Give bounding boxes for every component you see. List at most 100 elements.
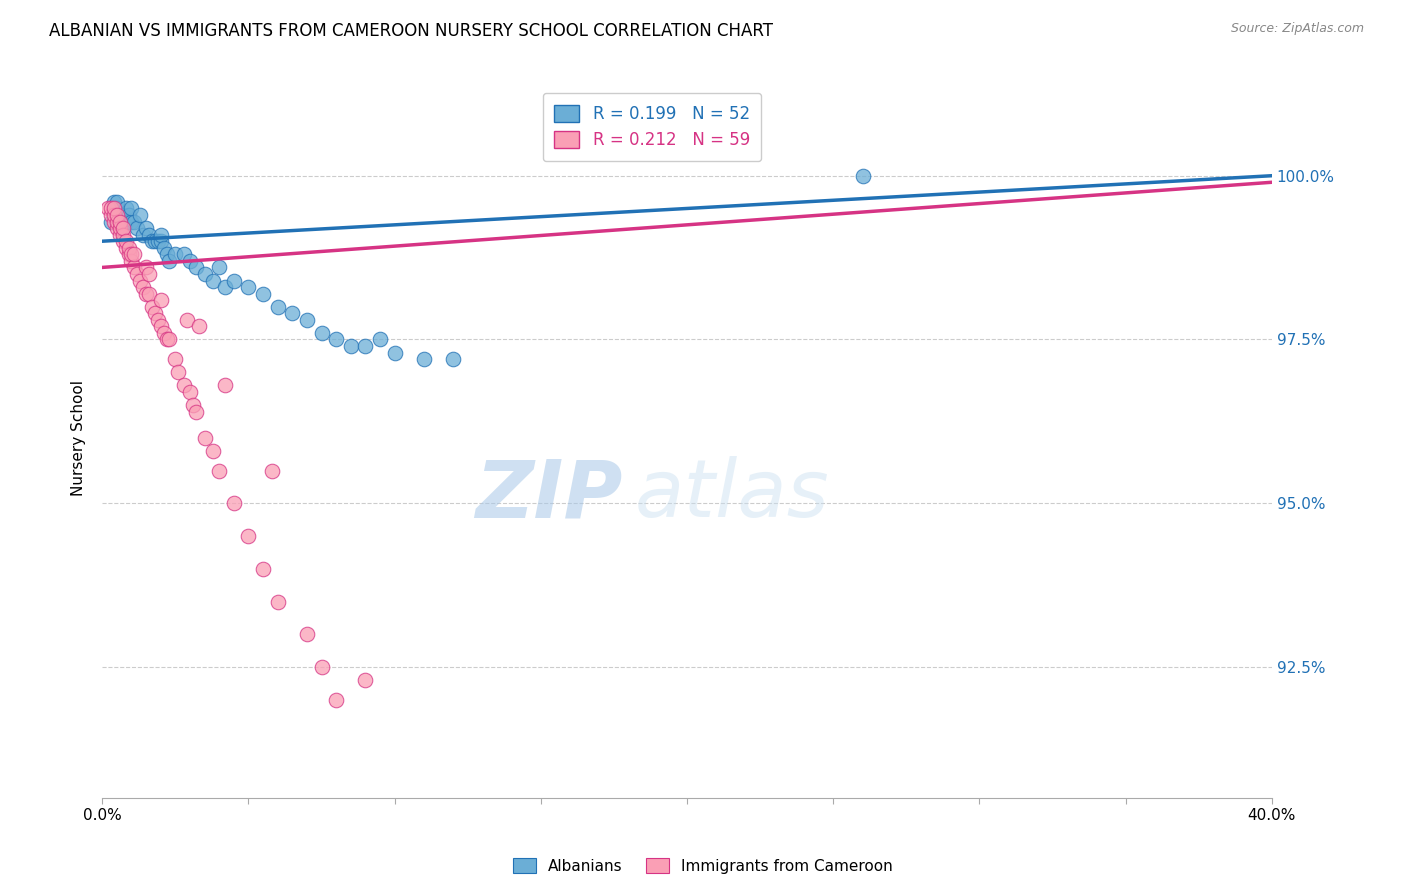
Point [100, 214, 122, 228]
Point [181, 398, 204, 412]
Point [311, 660, 333, 674]
Point [103, 194, 125, 209]
Legend: Albanians, Immigrants from Cameroon: Albanians, Immigrants from Cameroon [508, 852, 898, 880]
Point [155, 333, 177, 347]
Point [214, 280, 236, 294]
Point [111, 234, 134, 248]
Point [146, 234, 169, 248]
Point [103, 202, 125, 216]
Point [105, 202, 128, 216]
Point [108, 214, 131, 228]
Point [100, 202, 122, 216]
Point [108, 208, 131, 222]
Point [114, 234, 136, 248]
Point [105, 208, 128, 222]
Y-axis label: Nursery School: Nursery School [72, 380, 86, 496]
Point [208, 463, 231, 477]
Point [179, 253, 201, 268]
Point [354, 673, 377, 687]
Point [159, 333, 181, 347]
Point [208, 260, 231, 275]
Point [167, 365, 190, 379]
Point [132, 280, 155, 294]
Point [108, 214, 131, 228]
Point [143, 306, 166, 320]
Point [111, 227, 134, 242]
Point [173, 378, 195, 392]
Point [295, 313, 318, 327]
Point [159, 253, 181, 268]
Point [108, 221, 131, 235]
Point [105, 194, 128, 209]
Point [339, 339, 361, 353]
Point [295, 627, 318, 641]
Point [143, 234, 166, 248]
Point [138, 267, 160, 281]
Point [173, 247, 195, 261]
Point [129, 208, 152, 222]
Point [179, 384, 201, 399]
Point [105, 208, 128, 222]
Point [108, 227, 131, 242]
Point [138, 286, 160, 301]
Point [266, 594, 288, 608]
Point [111, 208, 134, 222]
Point [155, 247, 177, 261]
Point [266, 300, 288, 314]
Point [117, 247, 139, 261]
Point [368, 333, 391, 347]
Text: atlas: atlas [634, 457, 830, 534]
Point [222, 496, 245, 510]
Point [111, 221, 134, 235]
Point [135, 260, 157, 275]
Point [176, 313, 198, 327]
Point [127, 221, 149, 235]
Point [114, 241, 136, 255]
Point [120, 247, 142, 261]
Point [105, 214, 128, 228]
Point [441, 352, 464, 367]
Point [138, 227, 160, 242]
Point [117, 241, 139, 255]
Point [354, 339, 377, 353]
Point [325, 693, 347, 707]
Point [149, 227, 172, 242]
Point [165, 247, 187, 261]
Point [149, 293, 172, 308]
Point [311, 326, 333, 340]
Point [117, 208, 139, 222]
Point [132, 227, 155, 242]
Point [187, 319, 209, 334]
Point [100, 208, 122, 222]
Text: ALBANIAN VS IMMIGRANTS FROM CAMEROON NURSERY SCHOOL CORRELATION CHART: ALBANIAN VS IMMIGRANTS FROM CAMEROON NUR… [49, 22, 773, 40]
Point [384, 345, 406, 359]
Point [214, 378, 236, 392]
Point [152, 326, 174, 340]
Point [152, 241, 174, 255]
Point [325, 333, 347, 347]
Text: Source: ZipAtlas.com: Source: ZipAtlas.com [1230, 22, 1364, 36]
Point [141, 234, 163, 248]
Text: ZIP: ZIP [475, 457, 623, 534]
Point [120, 253, 142, 268]
Point [412, 352, 434, 367]
Point [184, 260, 207, 275]
Point [124, 214, 146, 228]
Point [129, 273, 152, 287]
Point [851, 169, 873, 183]
Point [111, 221, 134, 235]
Point [124, 260, 146, 275]
Point [146, 313, 169, 327]
Point [135, 221, 157, 235]
Point [222, 273, 245, 287]
Point [105, 221, 128, 235]
Point [149, 234, 172, 248]
Point [135, 286, 157, 301]
Point [202, 443, 225, 458]
Point [184, 404, 207, 418]
Point [252, 286, 274, 301]
Point [141, 300, 163, 314]
Point [260, 463, 283, 477]
Point [124, 247, 146, 261]
Legend: R = 0.199   N = 52, R = 0.212   N = 59: R = 0.199 N = 52, R = 0.212 N = 59 [543, 93, 762, 161]
